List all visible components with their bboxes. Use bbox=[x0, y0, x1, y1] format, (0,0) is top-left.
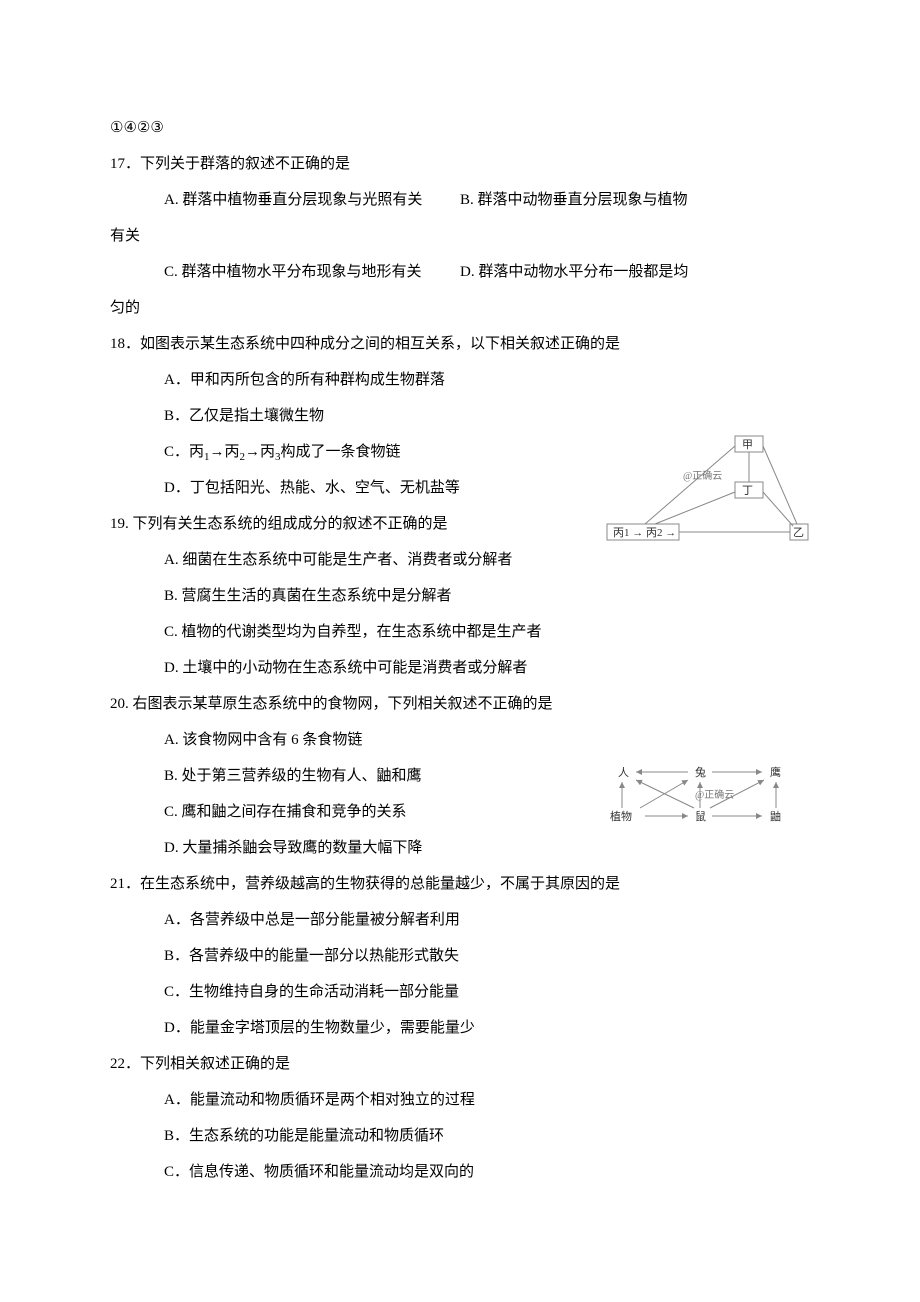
q20-opt-b-row: B. 处于第三营养级的生物有人、鼬和鹰 人 兔 鹰 植物 鼠 鼬 @正确云 bbox=[110, 758, 810, 794]
q17-opt-c: C. 群落中植物水平分布现象与地形有关 bbox=[110, 254, 460, 290]
q19-opt-d: D. 土壤中的小动物在生态系统中可能是消费者或分解者 bbox=[110, 650, 810, 686]
q21-opt-a: A．各营养级中总是一部分能量被分解者利用 bbox=[110, 902, 810, 938]
q22-opt-a: A．能量流动和物质循环是两个相对独立的过程 bbox=[110, 1082, 810, 1118]
q18-stem: 18．如图表示某生态系统中四种成分之间的相互关系，以下相关叙述正确的是 bbox=[110, 326, 810, 362]
q18-opt-c-row: C．丙1→丙2→丙3构成了一条食物链 甲 丁 丙1 → 丙2 → 乙 @正确云 bbox=[110, 434, 810, 470]
q21-stem: 21．在生态系统中，营养级越高的生物获得的总能量越少，不属于其原因的是 bbox=[110, 866, 810, 902]
q18-opt-b: B．乙仅是指土壤微生物 bbox=[110, 398, 810, 434]
q19-opt-c: C. 植物的代谢类型均为自养型，在生态系统中都是生产者 bbox=[110, 614, 810, 650]
q17-opt-b-cont: 有关 bbox=[110, 218, 810, 254]
q17-opt-d: D. 群落中动物水平分布一般都是均 bbox=[460, 254, 688, 290]
q22-opt-b: B．生态系统的功能是能量流动和物质循环 bbox=[110, 1118, 810, 1154]
q21-opt-d: D．能量金字塔顶层的生物数量少，需要能量少 bbox=[110, 1010, 810, 1046]
q19-stem: 19. 下列有关生态系统的组成成分的叙述不正确的是 bbox=[110, 506, 810, 542]
svg-text:鼠: 鼠 bbox=[695, 809, 706, 823]
svg-text:人: 人 bbox=[618, 766, 629, 779]
q20-opt-a: A. 该食物网中含有 6 条食物链 bbox=[110, 722, 810, 758]
q22-stem: 22．下列相关叙述正确的是 bbox=[110, 1046, 810, 1082]
preamble: ①④②③ bbox=[110, 110, 810, 146]
svg-text:丁: 丁 bbox=[742, 485, 753, 497]
q20-diagram: 人 兔 鹰 植物 鼠 鼬 @正确云 bbox=[600, 758, 795, 838]
q22-opt-c: C．信息传递、物质循环和能量流动均是双向的 bbox=[110, 1154, 810, 1190]
q19-opt-b: B. 营腐生生活的真菌在生态系统中是分解者 bbox=[110, 578, 810, 614]
svg-text:鼬: 鼬 bbox=[770, 809, 781, 823]
q17-opt-d-cont: 匀的 bbox=[110, 290, 810, 326]
q21-opt-b: B．各营养级中的能量一部分以热能形式散失 bbox=[110, 938, 810, 974]
svg-text:@正确云: @正确云 bbox=[683, 469, 722, 482]
q20-opt-b: B. 处于第三营养级的生物有人、鼬和鹰 bbox=[164, 768, 422, 784]
svg-text:植物: 植物 bbox=[610, 809, 632, 823]
svg-text:鹰: 鹰 bbox=[770, 765, 781, 779]
q19-opt-a: A. 细菌在生态系统中可能是生产者、消费者或分解者 bbox=[110, 542, 810, 578]
q18-opt-a: A．甲和丙所包含的所有种群构成生物群落 bbox=[110, 362, 810, 398]
svg-text:甲: 甲 bbox=[742, 439, 753, 451]
svg-text:兔: 兔 bbox=[695, 765, 706, 779]
q17-stem: 17．下列关于群落的叙述不正确的是 bbox=[110, 146, 810, 182]
q21-opt-c: C．生物维持自身的生命活动消耗一部分能量 bbox=[110, 974, 810, 1010]
q17-opt-b: B. 群落中动物垂直分层现象与植物 bbox=[460, 182, 688, 218]
q18-opt-c: C．丙1→丙2→丙3构成了一条食物链 bbox=[164, 444, 401, 460]
q17-opt-a: A. 群落中植物垂直分层现象与光照有关 bbox=[110, 182, 460, 218]
q20-stem: 20. 右图表示某草原生态系统中的食物网，下列相关叙述不正确的是 bbox=[110, 686, 810, 722]
